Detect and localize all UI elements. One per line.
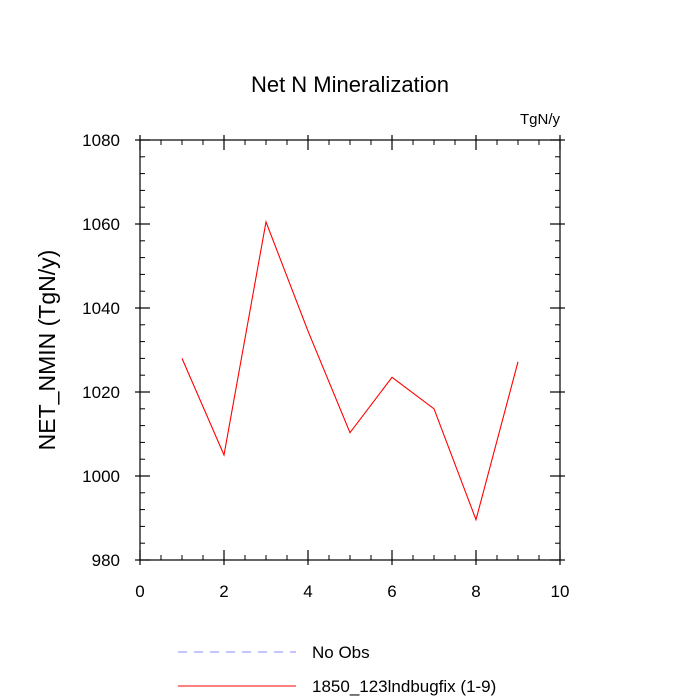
series-layer [181,219,519,522]
x-tick-label: 0 [135,582,144,601]
y-tick-label: 980 [92,551,120,570]
x-tick-label: 10 [551,582,570,601]
x-tick-label: 8 [471,582,480,601]
x-tick-label: 4 [303,582,312,601]
legend-label-series: 1850_123lndbugfix (1-9) [312,677,496,696]
legend-label-no-obs: No Obs [312,643,370,662]
legend: No Obs 1850_123lndbugfix (1-9) [178,643,496,696]
plot-frame [139,139,561,561]
y-axis-label: NET_NMIN (TgN/y) [34,250,60,451]
y-tick-labels: 980 1000 1020 1040 1060 1080 [82,131,120,570]
y-tick-label: 1080 [82,131,120,150]
y-tick-label: 1020 [82,383,120,402]
units-label: TgN/y [520,111,561,128]
y-tick-label: 1040 [82,299,120,318]
y-tick-label: 1060 [82,215,120,234]
x-tick-labels: 0 2 4 6 8 10 [135,582,569,601]
axis-ticks [135,135,565,565]
chart-title: Net N Mineralization [251,72,449,97]
x-tick-label: 2 [219,582,228,601]
x-tick-label: 6 [387,582,396,601]
y-tick-label: 1000 [82,467,120,486]
series-line [181,219,519,522]
